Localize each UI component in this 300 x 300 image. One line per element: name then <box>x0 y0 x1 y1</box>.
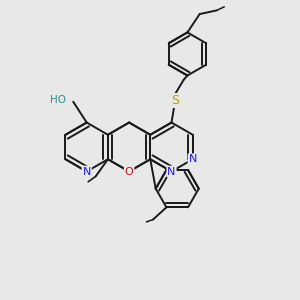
Text: HO: HO <box>50 95 66 105</box>
Text: N: N <box>167 167 176 176</box>
Text: N: N <box>188 154 197 164</box>
Text: S: S <box>171 94 179 107</box>
Text: N: N <box>82 167 91 176</box>
Text: O: O <box>125 167 134 176</box>
